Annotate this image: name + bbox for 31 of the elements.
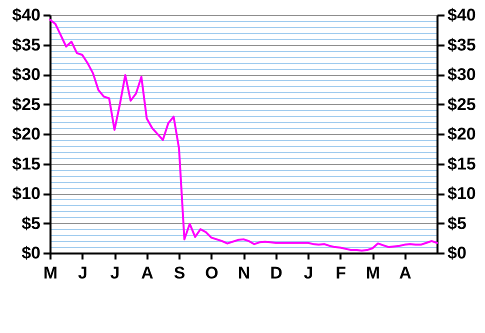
y2-tick-label: $0 <box>448 244 466 262</box>
y-tick-label: $10 <box>12 184 40 203</box>
x-tick-label: F <box>336 264 346 282</box>
y2-tick-label: $15 <box>448 154 476 174</box>
y-tick-label: $30 <box>12 65 40 84</box>
x-tick-label: M <box>43 264 58 282</box>
y-tick-label: $20 <box>12 124 40 144</box>
x-tick-label: N <box>238 264 250 282</box>
x-tick-label: S <box>174 264 186 282</box>
y2-tick-label: $20 <box>448 124 476 144</box>
y2-tick-label: $35 <box>448 35 476 54</box>
x-tick-label: D <box>270 264 282 282</box>
y2-tick-label: $25 <box>448 94 476 114</box>
x-tick-label: M <box>366 264 380 282</box>
x-tick-label: A <box>141 264 154 282</box>
x-tick-label: A <box>399 264 412 282</box>
x-tick-label: O <box>205 264 218 282</box>
y-tick-label: $25 <box>12 94 40 114</box>
x-tick-label: J <box>110 264 120 282</box>
y-tick-label: $40 <box>12 6 40 24</box>
y-tick-label: $15 <box>12 154 40 174</box>
y2-tick-label: $10 <box>448 184 476 203</box>
y-tick-label: $5 <box>22 214 40 233</box>
x-tick-label: J <box>78 264 88 282</box>
line-series <box>49 18 438 252</box>
y2-tick-label: $30 <box>448 65 476 84</box>
y2-tick-label: $5 <box>448 214 466 233</box>
y-tick-label: $35 <box>12 35 40 54</box>
y2-tick-label: $40 <box>448 6 476 24</box>
x-tick-label: J <box>304 264 314 282</box>
y-tick-label: $0 <box>22 244 40 262</box>
